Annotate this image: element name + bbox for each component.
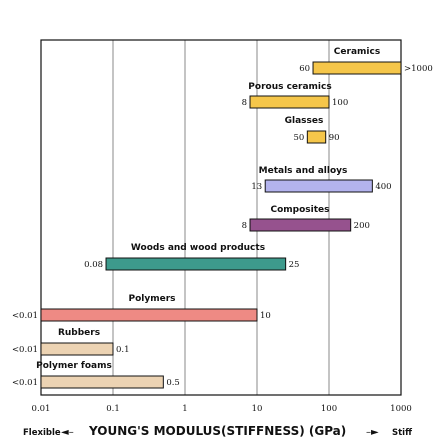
bar-category-label: Glasses — [285, 116, 324, 126]
bar-group-composites: Composites 8 200 — [242, 205, 370, 232]
x-axis-title-group: Flexible ◄– YOUNG'S MODULUS(STIFFNESS) (… — [23, 424, 412, 438]
bar-category-label: Rubbers — [58, 328, 100, 338]
bar-min-label: 50 — [293, 133, 304, 143]
bar-category-label: Woods and wood products — [131, 243, 265, 253]
x-axis-right-word: Stiff — [392, 428, 412, 438]
bar-min-label: 60 — [299, 64, 310, 74]
x-axis-title: YOUNG'S MODULUS(STIFFNESS) (GPa) — [88, 424, 346, 438]
bar-max-label: 400 — [375, 182, 391, 192]
bar-max-label: 25 — [289, 260, 300, 270]
bar — [264, 179, 373, 193]
x-tick-label: 1000 — [390, 404, 412, 414]
bar — [249, 218, 352, 232]
x-tick-label: 10 — [252, 404, 263, 414]
bar-group-polymer-foams: Polymer foams <0.01 0.5 — [12, 361, 180, 389]
bar — [40, 375, 164, 389]
grid-lines — [112, 40, 330, 395]
bar — [312, 61, 402, 75]
bar-max-label: 10 — [260, 311, 271, 321]
bar-category-label: Polymer foams — [36, 361, 112, 371]
bar — [105, 257, 287, 271]
bar-category-label: Porous ceramics — [248, 82, 331, 92]
x-tick-label: 100 — [321, 404, 337, 414]
bar-group-rubbers: Rubbers <0.01 0.1 — [12, 328, 130, 356]
x-tick-label: 1 — [182, 404, 187, 414]
bar-max-label: 90 — [329, 133, 340, 143]
x-tick-labels: 0.01 0.1 1 10 100 1000 — [32, 404, 412, 414]
plot-frame — [40, 39, 402, 396]
bar-min-label: 8 — [242, 98, 247, 108]
bar-min-label: 13 — [251, 182, 262, 192]
bar — [40, 308, 258, 322]
bar-category-label: Ceramics — [334, 47, 380, 57]
bar-category-label: Polymers — [128, 294, 175, 304]
bar-category-label: Metals and alloys — [259, 166, 348, 176]
bar-max-label: 200 — [354, 221, 370, 231]
bar-max-label: 100 — [332, 98, 348, 108]
bar-max-label: 0.5 — [166, 378, 180, 388]
bar-group-ceramics: Ceramics 60 >1000 — [299, 47, 433, 75]
bar-min-label: 8 — [242, 221, 247, 231]
bar-min-label: <0.01 — [12, 378, 38, 388]
bar-max-label: >1000 — [404, 64, 433, 74]
bar — [249, 95, 330, 109]
bar-min-label: 0.08 — [84, 260, 103, 270]
bar-group-polymers: Polymers <0.01 10 — [12, 294, 271, 322]
bar — [306, 130, 327, 144]
bar-min-label: <0.01 — [12, 311, 38, 321]
bar — [40, 342, 114, 356]
x-tick-label: 0.1 — [106, 404, 120, 414]
bar-group-glasses: Glasses 50 90 — [285, 116, 340, 144]
bar-category-label: Composites — [271, 205, 330, 215]
right-arrow-icon: –► — [366, 427, 379, 438]
x-axis-left-word: Flexible — [23, 428, 61, 438]
x-tick-label: 0.01 — [32, 404, 51, 414]
bar-min-label: <0.01 — [12, 345, 38, 355]
bar-group-metals-and-alloys: Metals and alloys 13 400 — [251, 166, 392, 193]
bar-max-label: 0.1 — [116, 345, 130, 355]
bar-group-woods-and-wood-products: Woods and wood products 0.08 25 — [84, 243, 300, 271]
left-arrow-icon: ◄– — [61, 427, 74, 438]
